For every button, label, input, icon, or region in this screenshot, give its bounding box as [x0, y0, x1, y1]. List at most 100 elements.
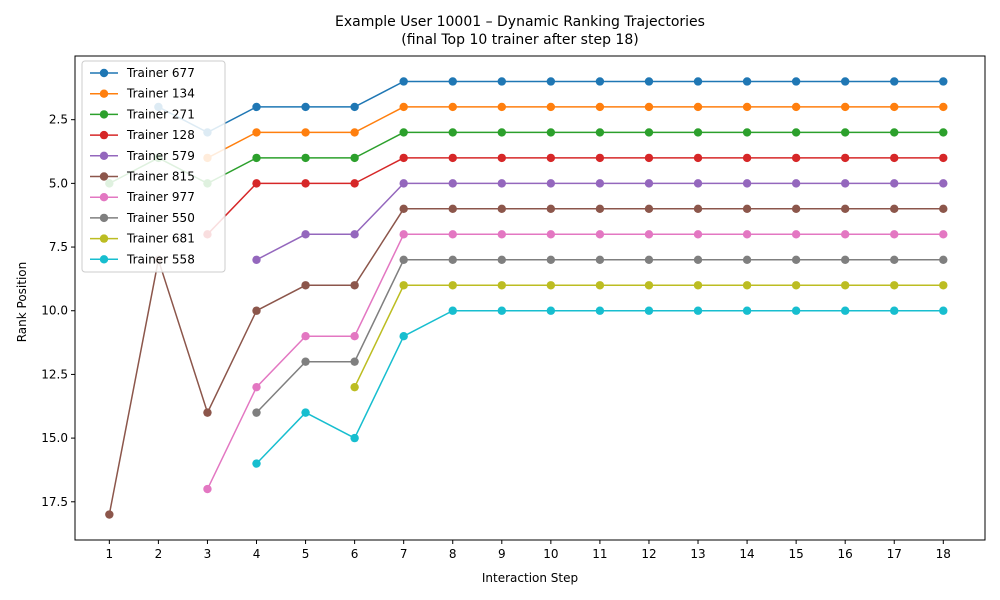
series-line: [207, 106, 944, 159]
x-tick-label: 18: [936, 547, 951, 561]
data-point: [448, 179, 457, 188]
data-point: [595, 306, 605, 315]
data-point: [742, 153, 752, 163]
x-tick-label: 1: [106, 547, 114, 561]
legend-label: Trainer 681: [126, 232, 195, 246]
legend-label: Trainer 815: [126, 170, 195, 184]
legend-item: Trainer 128: [90, 128, 195, 142]
data-point: [252, 255, 261, 264]
data-point: [595, 230, 605, 239]
data-point: [791, 102, 801, 112]
data-point: [595, 128, 605, 137]
data-point: [693, 204, 703, 214]
data-point: [840, 230, 850, 239]
chart-subtitle: (final Top 10 trainer after step 18): [401, 32, 638, 48]
series-trainer-134: [203, 102, 948, 163]
legend-label: Trainer 977: [126, 190, 195, 204]
data-point: [546, 179, 556, 188]
x-tick-label: 11: [592, 547, 607, 561]
data-point: [350, 281, 359, 290]
data-point: [497, 255, 506, 264]
x-tick-label: 8: [449, 547, 457, 561]
data-point: [840, 281, 850, 290]
legend-marker: [99, 89, 109, 98]
x-axis-ticks: 1 2 3 4 5 6 7 8 9 10 11 12 13 14 15 16 17 18: [106, 540, 951, 561]
data-point: [693, 306, 703, 315]
data-point: [644, 204, 654, 214]
x-tick-label: 14: [739, 547, 754, 561]
y-axis-label: Rank Position: [15, 262, 29, 343]
data-point: [399, 153, 408, 163]
data-point: [840, 102, 850, 112]
data-point: [252, 179, 261, 188]
data-point: [939, 281, 948, 290]
legend-item: Trainer 579: [90, 149, 195, 163]
data-point: [252, 128, 261, 137]
data-point: [791, 153, 801, 163]
data-point: [742, 281, 752, 290]
y-tick-label: 17.5: [41, 495, 68, 509]
data-point: [350, 128, 359, 137]
x-tick-label: 17: [887, 547, 902, 561]
data-point: [595, 204, 605, 214]
data-point: [448, 204, 457, 214]
data-point: [497, 281, 506, 290]
data-point: [939, 77, 948, 86]
data-point: [301, 230, 310, 239]
series-line: [353, 284, 944, 388]
data-point: [448, 128, 457, 137]
data-point: [693, 153, 703, 163]
data-point: [890, 281, 899, 290]
data-point: [546, 204, 556, 214]
legend-label: Trainer 677: [126, 66, 195, 80]
chart-title: Example User 10001 – Dynamic Ranking Tra…: [335, 14, 705, 30]
series-line: [108, 208, 944, 515]
data-point: [742, 230, 752, 239]
data-point: [939, 102, 948, 112]
y-tick-label: 2.5: [49, 113, 68, 127]
y-tick-label: 10.0: [41, 304, 68, 318]
data-point: [742, 77, 752, 86]
data-point: [448, 230, 457, 239]
legend-marker: [99, 110, 109, 119]
data-point: [644, 255, 654, 264]
data-point: [350, 382, 359, 392]
data-point: [693, 179, 703, 188]
data-point: [693, 230, 703, 239]
data-point: [840, 128, 850, 137]
data-point: [791, 281, 801, 290]
data-point: [644, 77, 654, 86]
data-point: [693, 102, 703, 112]
data-point: [399, 77, 408, 86]
data-point: [742, 102, 752, 112]
data-point: [890, 128, 899, 137]
data-point: [742, 255, 752, 264]
series-line: [255, 309, 944, 465]
data-point: [742, 204, 752, 214]
data-point: [693, 255, 703, 264]
data-point: [595, 77, 605, 86]
data-point: [399, 128, 408, 137]
data-point: [791, 306, 801, 315]
x-tick-label: 16: [838, 547, 853, 561]
data-point: [890, 306, 899, 315]
data-point: [301, 408, 310, 417]
data-point: [890, 102, 899, 112]
legend-label: Trainer 579: [126, 149, 195, 163]
legend-marker: [99, 213, 109, 223]
data-point: [890, 230, 899, 239]
data-point: [448, 255, 457, 264]
data-point: [350, 332, 359, 341]
data-point: [791, 204, 801, 214]
legend: Trainer 677 Trainer 134 Trainer 271 Trainer…: [81, 60, 226, 273]
data-point: [301, 128, 310, 137]
data-point: [448, 102, 457, 112]
data-point: [350, 230, 359, 239]
data-point: [448, 281, 457, 290]
series-line: [108, 131, 944, 185]
data-point: [399, 281, 408, 290]
data-point: [644, 102, 654, 112]
data-point: [742, 179, 752, 188]
y-tick-label: 5.0: [49, 176, 68, 190]
